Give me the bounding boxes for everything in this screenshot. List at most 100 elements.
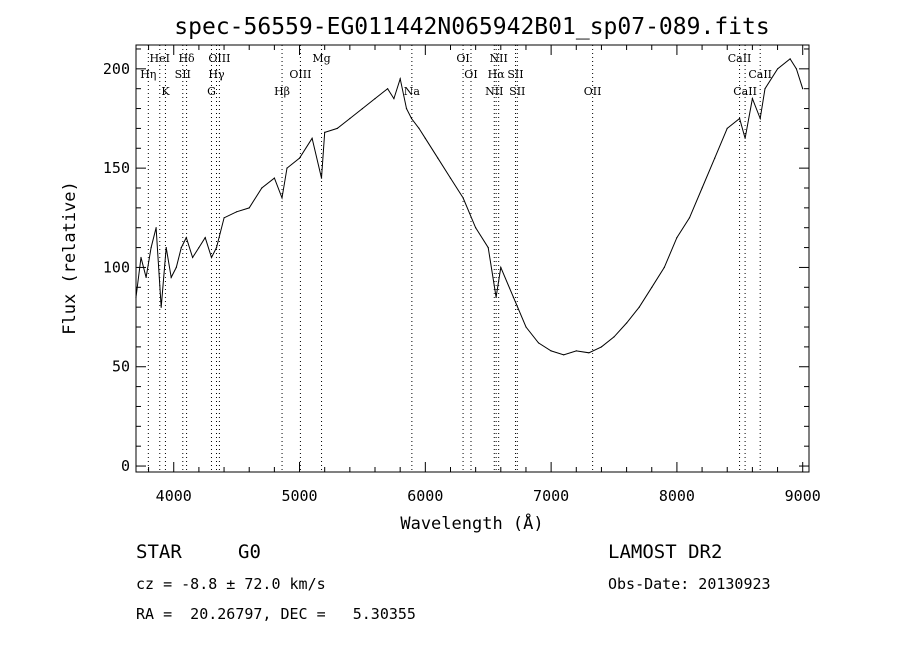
data-point-0-67: [764, 88, 766, 90]
data-point-0-47: [537, 342, 540, 344]
x-tick-label-4000: 4000: [156, 487, 192, 505]
data-point-0-6: [165, 247, 167, 249]
x-tick-label-6000: 6000: [407, 487, 443, 505]
chart-title: spec-56559-EG011442N065942B01_sp07-089.f…: [174, 14, 769, 40]
redshift-text: cz = -8.8 ± 72.0 km/s: [136, 575, 326, 593]
data-point-0-58: [676, 237, 678, 239]
series-group: [135, 58, 804, 356]
line-mark-label-20: CaII: [728, 52, 752, 65]
data-point-0-19: [261, 187, 263, 189]
y-tick-label-0: 0: [121, 457, 130, 475]
data-point-0-37: [424, 137, 426, 139]
data-point-0-43: [495, 296, 497, 298]
data-point-0-9: [180, 247, 182, 249]
data-point-0-13: [204, 237, 206, 239]
data-point-0-32: [393, 98, 395, 100]
data-point-0-5: [160, 306, 162, 308]
line-mark-label-0: Hη: [140, 68, 156, 81]
data-point-0-52: [600, 346, 603, 348]
data-point-0-70: [795, 68, 798, 70]
x-tick-label-9000: 9000: [785, 487, 821, 505]
data-point-0-64: [744, 137, 746, 139]
data-point-0-27: [336, 127, 338, 129]
data-point-0-57: [663, 266, 665, 268]
line-mark-label-12: OI: [456, 52, 469, 65]
survey-label: LAMOST DR2: [608, 541, 723, 563]
data-point-0-56: [651, 286, 653, 288]
data-point-0-60: [701, 187, 703, 189]
data-point-0-42: [487, 247, 489, 249]
y-tick-label-150: 150: [103, 159, 130, 177]
data-point-0-23: [298, 157, 301, 159]
data-point-0-1: [140, 256, 142, 259]
y-tick-label-200: 200: [103, 60, 130, 78]
data-point-0-11: [192, 256, 194, 259]
data-point-0-45: [512, 296, 515, 298]
data-point-0-65: [751, 98, 754, 100]
data-point-0-12: [198, 247, 200, 249]
data-point-0-51: [588, 352, 590, 354]
data-point-0-21: [281, 197, 283, 199]
line-mark-label-4: Hδ: [178, 52, 195, 65]
line-mark-label-5: G: [207, 85, 216, 98]
line-mark-label-22: CaII: [748, 68, 772, 81]
line-mark-label-19: OII: [584, 85, 602, 98]
line-mark-label-15: Hα: [488, 68, 506, 81]
data-point-0-22: [286, 167, 288, 169]
data-point-0-53: [613, 336, 615, 338]
data-point-0-48: [550, 350, 552, 352]
data-point-0-4: [155, 227, 157, 229]
data-point-0-54: [626, 322, 628, 324]
line-marks-group: HηHeIKSIIHδGHγOIIIHβOIIIMgNaOIOINIIHαNII…: [140, 45, 772, 472]
axes-group: 4000 5000 6000 7000 8000 9000 0 50 100 150 200: [103, 44, 821, 505]
data-point-0-25: [320, 177, 323, 179]
data-point-0-31: [387, 88, 389, 90]
data-point-0-17: [236, 211, 238, 213]
data-point-0-36: [418, 127, 420, 129]
x-tick-label-7000: 7000: [533, 487, 569, 505]
line-mark-label-13: OI: [464, 68, 477, 81]
data-point-0-20: [273, 177, 275, 179]
data-point-0-44: [500, 266, 502, 268]
data-point-0-55: [638, 306, 640, 308]
data-point-0-61: [714, 157, 716, 159]
x-tick-label-5000: 5000: [281, 487, 317, 505]
y-tick-label-50: 50: [112, 358, 130, 376]
data-point-0-26: [324, 131, 326, 133]
data-point-0-38: [437, 157, 439, 159]
data-point-0-40: [462, 197, 464, 199]
coordinates: RA = 20.26797, DEC = 5.30355: [136, 605, 416, 623]
line-mark-label-11: Na: [404, 85, 421, 98]
data-point-0-35: [410, 117, 413, 120]
data-point-0-39: [449, 177, 452, 179]
data-point-0-24: [311, 137, 313, 139]
data-point-0-46: [525, 326, 527, 328]
line-mark-label-16: NII: [490, 52, 508, 65]
data-point-0-66: [759, 117, 761, 120]
line-mark-label-7: OIII: [208, 52, 230, 65]
line-mark-label-1: HeI: [150, 52, 170, 65]
obs-date: Obs-Date: 20130923: [608, 575, 771, 593]
data-point-0-71: [802, 88, 804, 90]
line-mark-label-21: CaII: [733, 85, 757, 98]
data-point-0-3: [150, 247, 152, 249]
subclass: G0: [238, 541, 261, 563]
data-point-0-7: [170, 276, 172, 278]
data-point-0-16: [223, 217, 225, 219]
line-mark-label-18: SII: [509, 85, 525, 98]
line-mark-label-2: K: [161, 85, 170, 98]
data-point-0-8: [175, 266, 177, 268]
data-point-0-33: [399, 78, 401, 80]
data-point-0-41: [475, 227, 477, 229]
y-tick-label-100: 100: [103, 258, 130, 276]
data-point-0-18: [248, 207, 250, 209]
x-axis-label: Wavelength (Å): [400, 512, 543, 534]
line-mark-label-14: NII: [485, 85, 503, 98]
line-mark-label-6: Hγ: [208, 68, 225, 81]
data-point-0-29: [361, 108, 363, 110]
data-point-0-69: [789, 58, 791, 60]
data-point-0-49: [563, 354, 565, 356]
line-mark-label-10: Mg: [312, 52, 330, 65]
data-point-0-2: [145, 276, 147, 278]
